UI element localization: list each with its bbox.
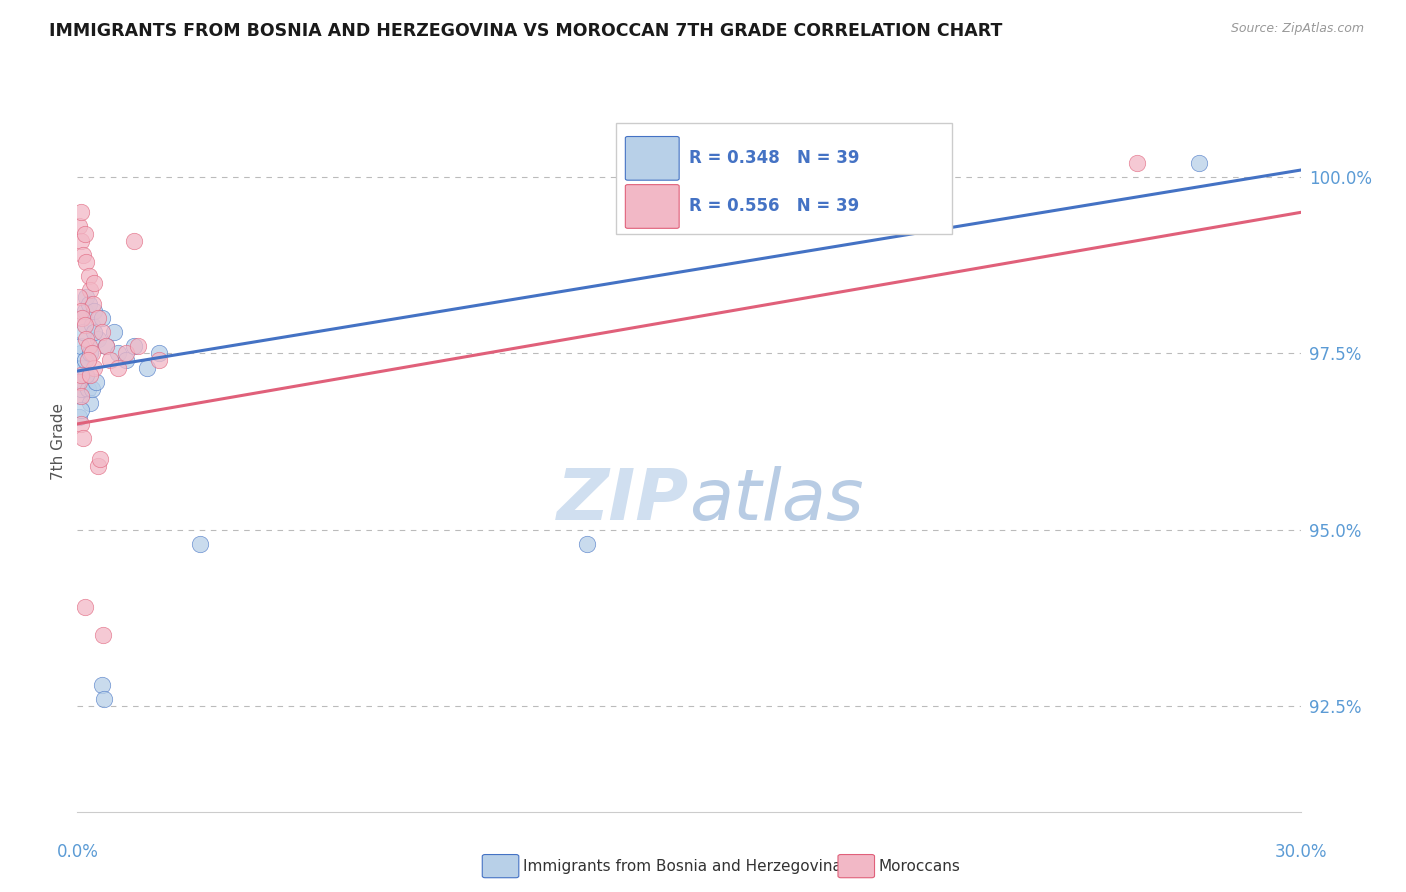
Point xyxy=(67,389,90,403)
Point xyxy=(70,360,93,375)
Point xyxy=(98,353,121,368)
Point xyxy=(70,234,93,248)
Text: ZIP: ZIP xyxy=(557,467,689,535)
Point xyxy=(93,692,115,706)
Point xyxy=(91,628,114,642)
Point xyxy=(124,339,146,353)
Y-axis label: 7th Grade: 7th Grade xyxy=(51,403,66,480)
Point xyxy=(148,353,170,368)
Point xyxy=(188,537,211,551)
Point xyxy=(70,382,93,396)
Point xyxy=(73,318,96,333)
Text: R = 0.556   N = 39: R = 0.556 N = 39 xyxy=(689,197,859,215)
Point xyxy=(73,227,96,241)
Text: Immigrants from Bosnia and Herzegovina: Immigrants from Bosnia and Herzegovina xyxy=(523,859,842,873)
Point xyxy=(70,339,93,353)
Point xyxy=(75,368,97,382)
Point xyxy=(107,346,129,360)
Point xyxy=(67,360,90,375)
Point xyxy=(75,254,97,268)
Text: Moroccans: Moroccans xyxy=(879,859,960,873)
Point xyxy=(115,353,138,368)
Point xyxy=(67,409,90,424)
Point xyxy=(87,311,110,326)
Point xyxy=(87,332,110,346)
Point xyxy=(69,205,91,219)
Text: R = 0.348   N = 39: R = 0.348 N = 39 xyxy=(689,149,859,167)
Point xyxy=(67,375,90,389)
Point xyxy=(69,368,91,382)
Point xyxy=(83,276,105,290)
Point xyxy=(72,325,94,339)
Point xyxy=(69,346,91,360)
Point xyxy=(79,283,101,297)
Point xyxy=(103,325,125,339)
Point xyxy=(1188,156,1211,170)
Point xyxy=(83,325,105,339)
Point xyxy=(79,346,101,360)
Point xyxy=(76,353,98,368)
Point xyxy=(72,248,94,262)
Point xyxy=(79,368,101,382)
Point xyxy=(70,311,93,326)
Point xyxy=(75,332,97,346)
Point xyxy=(90,311,112,326)
Point xyxy=(72,375,94,389)
Point xyxy=(82,297,104,311)
Point xyxy=(135,360,157,375)
Text: Source: ZipAtlas.com: Source: ZipAtlas.com xyxy=(1230,22,1364,36)
Point xyxy=(94,339,117,353)
Point xyxy=(84,375,107,389)
Point xyxy=(75,368,97,382)
Point xyxy=(128,339,150,353)
Point xyxy=(77,268,100,283)
Point xyxy=(70,389,93,403)
Point xyxy=(576,537,599,551)
Point xyxy=(75,600,97,615)
Point xyxy=(124,234,146,248)
Point xyxy=(80,318,103,333)
Text: atlas: atlas xyxy=(689,467,863,535)
Point xyxy=(76,382,98,396)
FancyBboxPatch shape xyxy=(626,185,679,228)
Point xyxy=(77,339,100,353)
Point xyxy=(80,346,103,360)
Point xyxy=(115,346,138,360)
Point xyxy=(148,346,170,360)
Point xyxy=(79,396,101,410)
Point xyxy=(1126,156,1149,170)
Point xyxy=(67,290,90,304)
Point xyxy=(87,459,110,474)
Point xyxy=(70,417,93,431)
FancyBboxPatch shape xyxy=(616,123,952,235)
Point xyxy=(77,297,100,311)
Point xyxy=(70,311,93,326)
Point xyxy=(67,219,90,234)
Point xyxy=(69,402,91,417)
Point xyxy=(72,431,94,445)
Point xyxy=(94,339,117,353)
Point xyxy=(73,353,96,368)
Point xyxy=(89,452,111,467)
FancyBboxPatch shape xyxy=(626,136,679,180)
Point xyxy=(73,304,96,318)
Text: 30.0%: 30.0% xyxy=(1274,843,1327,861)
Point xyxy=(90,325,112,339)
Point xyxy=(107,360,129,375)
Point xyxy=(80,382,103,396)
Point xyxy=(83,304,105,318)
Point xyxy=(75,290,97,304)
Text: IMMIGRANTS FROM BOSNIA AND HERZEGOVINA VS MOROCCAN 7TH GRADE CORRELATION CHART: IMMIGRANTS FROM BOSNIA AND HERZEGOVINA V… xyxy=(49,22,1002,40)
Point xyxy=(83,360,105,375)
Point xyxy=(90,678,112,692)
Text: 0.0%: 0.0% xyxy=(56,843,98,861)
Point xyxy=(69,304,91,318)
